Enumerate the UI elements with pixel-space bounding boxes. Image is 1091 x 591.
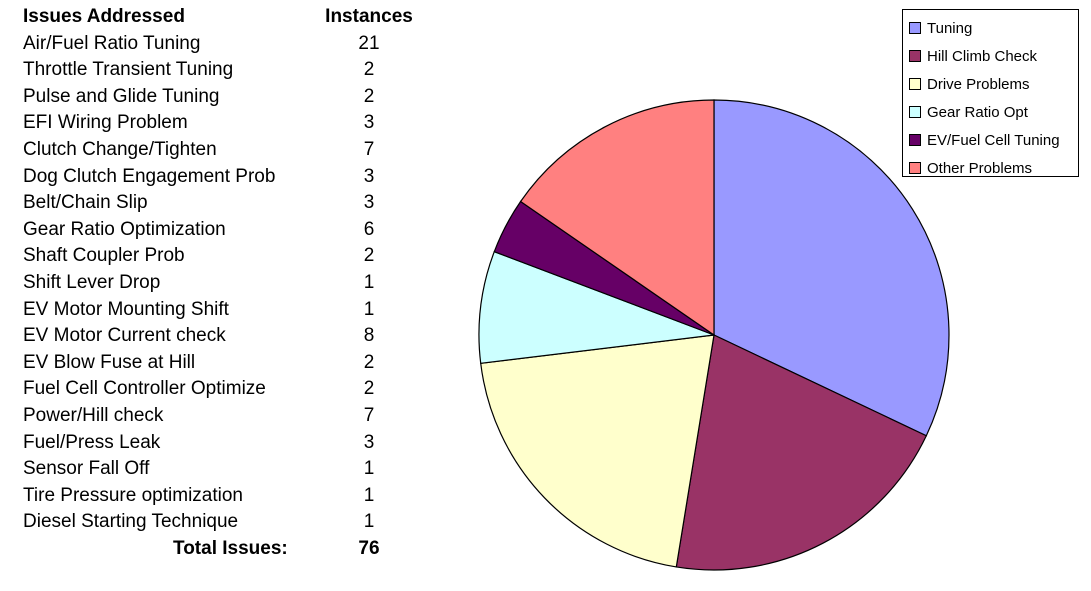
table-row: Gear Ratio Optimization 6 (23, 217, 423, 244)
issue-name: Pulse and Glide Tuning (23, 85, 220, 107)
table-row: Tire Pressure optimization 1 (23, 483, 423, 510)
pie-slice-tuning (713, 99, 950, 437)
issue-count: 3 (363, 192, 375, 214)
issue-count: 1 (363, 271, 375, 293)
pie-slice-hill-climb-check (675, 334, 928, 571)
issue-count: 2 (363, 351, 375, 373)
issue-name: Air/Fuel Ratio Tuning (23, 32, 201, 54)
issue-count: 8 (363, 325, 375, 347)
issue-count: 1 (363, 484, 375, 506)
total-label: Total Issues: (173, 537, 288, 559)
issue-name: Fuel Cell Controller Optimize (23, 378, 266, 400)
issue-count: 6 (363, 218, 375, 240)
legend-label: Other Problems (927, 159, 1033, 177)
issue-name: Sensor Fall Off (23, 458, 150, 480)
table-row: Shaft Coupler Prob 2 (23, 243, 423, 270)
issue-count: 7 (363, 404, 375, 426)
issue-count: 1 (363, 511, 375, 533)
table-row: Fuel Cell Controller Optimize 2 (23, 376, 423, 403)
header-instances: Instances (325, 6, 413, 27)
issue-count: 7 (363, 138, 375, 160)
pie-slice-drive-problems (480, 334, 715, 568)
total-value: 76 (358, 537, 380, 559)
table-row: Clutch Change/Tighten 7 (23, 137, 423, 164)
issue-name: Shift Lever Drop (23, 271, 161, 293)
issue-name: Throttle Transient Tuning (23, 59, 234, 81)
legend-item: Other Problems (909, 154, 1078, 182)
table-row: Air/Fuel Ratio Tuning 21 (23, 31, 423, 58)
table-header: Issues Addressed Instances (23, 4, 423, 31)
legend-label: Drive Problems (927, 75, 1030, 93)
issue-name: EV Motor Current check (23, 325, 226, 347)
issue-name: Gear Ratio Optimization (23, 218, 226, 240)
issue-name: Clutch Change/Tighten (23, 138, 217, 160)
issue-name: EV Blow Fuse at Hill (23, 351, 196, 373)
legend: Tuning Hill Climb Check Drive Problems Gear… (902, 9, 1079, 177)
table-row: EFI Wiring Problem 3 (23, 110, 423, 137)
pie-chart (478, 99, 950, 571)
legend-item: Tuning (909, 14, 1078, 42)
issue-name: Shaft Coupler Prob (23, 245, 185, 267)
issues-table: Issues Addressed Instances Air/Fuel Rati… (23, 4, 423, 562)
legend-swatch (909, 22, 921, 34)
table-body: Air/Fuel Ratio Tuning 21 Throttle Transien… (23, 31, 423, 536)
legend-item: EV/Fuel Cell Tuning (909, 126, 1078, 154)
legend-label: Tuning (927, 19, 973, 37)
issue-count: 2 (363, 378, 375, 400)
issue-name: Belt/Chain Slip (23, 192, 148, 214)
table-row: EV Motor Mounting Shift 1 (23, 297, 423, 324)
issue-name: Tire Pressure optimization (23, 484, 243, 506)
legend-item: Hill Climb Check (909, 42, 1078, 70)
issue-count: 1 (363, 298, 375, 320)
legend-label: Hill Climb Check (927, 47, 1038, 65)
issue-count: 1 (363, 458, 375, 480)
issue-count: 3 (363, 165, 375, 187)
legend-swatch (909, 134, 921, 146)
legend-label: Gear Ratio Opt (927, 103, 1028, 121)
table-row: Pulse and Glide Tuning 2 (23, 84, 423, 111)
pie-slice-other-problems (519, 99, 715, 337)
table-row: Throttle Transient Tuning 2 (23, 57, 423, 84)
issue-count: 2 (363, 59, 375, 81)
issue-count: 3 (363, 431, 375, 453)
table-row: Belt/Chain Slip 3 (23, 190, 423, 217)
table-row: Sensor Fall Off 1 (23, 456, 423, 483)
legend-swatch (909, 106, 921, 118)
table-row: Dog Clutch Engagement Prob 3 (23, 164, 423, 191)
table-row: EV Motor Current check 8 (23, 323, 423, 350)
issue-name: Dog Clutch Engagement Prob (23, 165, 276, 187)
table-row: Diesel Starting Technique 1 (23, 509, 423, 536)
issue-count: 2 (363, 245, 375, 267)
legend-swatch (909, 78, 921, 90)
issue-name: Diesel Starting Technique (23, 511, 239, 533)
table-total-row: Total Issues: 76 (23, 536, 423, 563)
header-issues: Issues Addressed (23, 6, 185, 27)
issue-count: 3 (363, 112, 375, 134)
table-row: Power/Hill check 7 (23, 403, 423, 430)
legend-item: Drive Problems (909, 70, 1078, 98)
pie-slice-gear-ratio-opt (478, 250, 715, 364)
issue-name: Power/Hill check (23, 404, 164, 426)
table-row: EV Blow Fuse at Hill 2 (23, 350, 423, 377)
table-row: Shift Lever Drop 1 (23, 270, 423, 297)
table-row: Fuel/Press Leak 3 (23, 430, 423, 457)
issue-name: EV Motor Mounting Shift (23, 298, 229, 320)
legend-swatch (909, 162, 921, 174)
issue-count: 21 (358, 32, 380, 54)
legend-item: Gear Ratio Opt (909, 98, 1078, 126)
legend-label: EV/Fuel Cell Tuning (927, 131, 1060, 149)
issue-name: EFI Wiring Problem (23, 112, 188, 134)
issue-count: 2 (363, 85, 375, 107)
legend-swatch (909, 50, 921, 62)
issue-name: Fuel/Press Leak (23, 431, 161, 453)
